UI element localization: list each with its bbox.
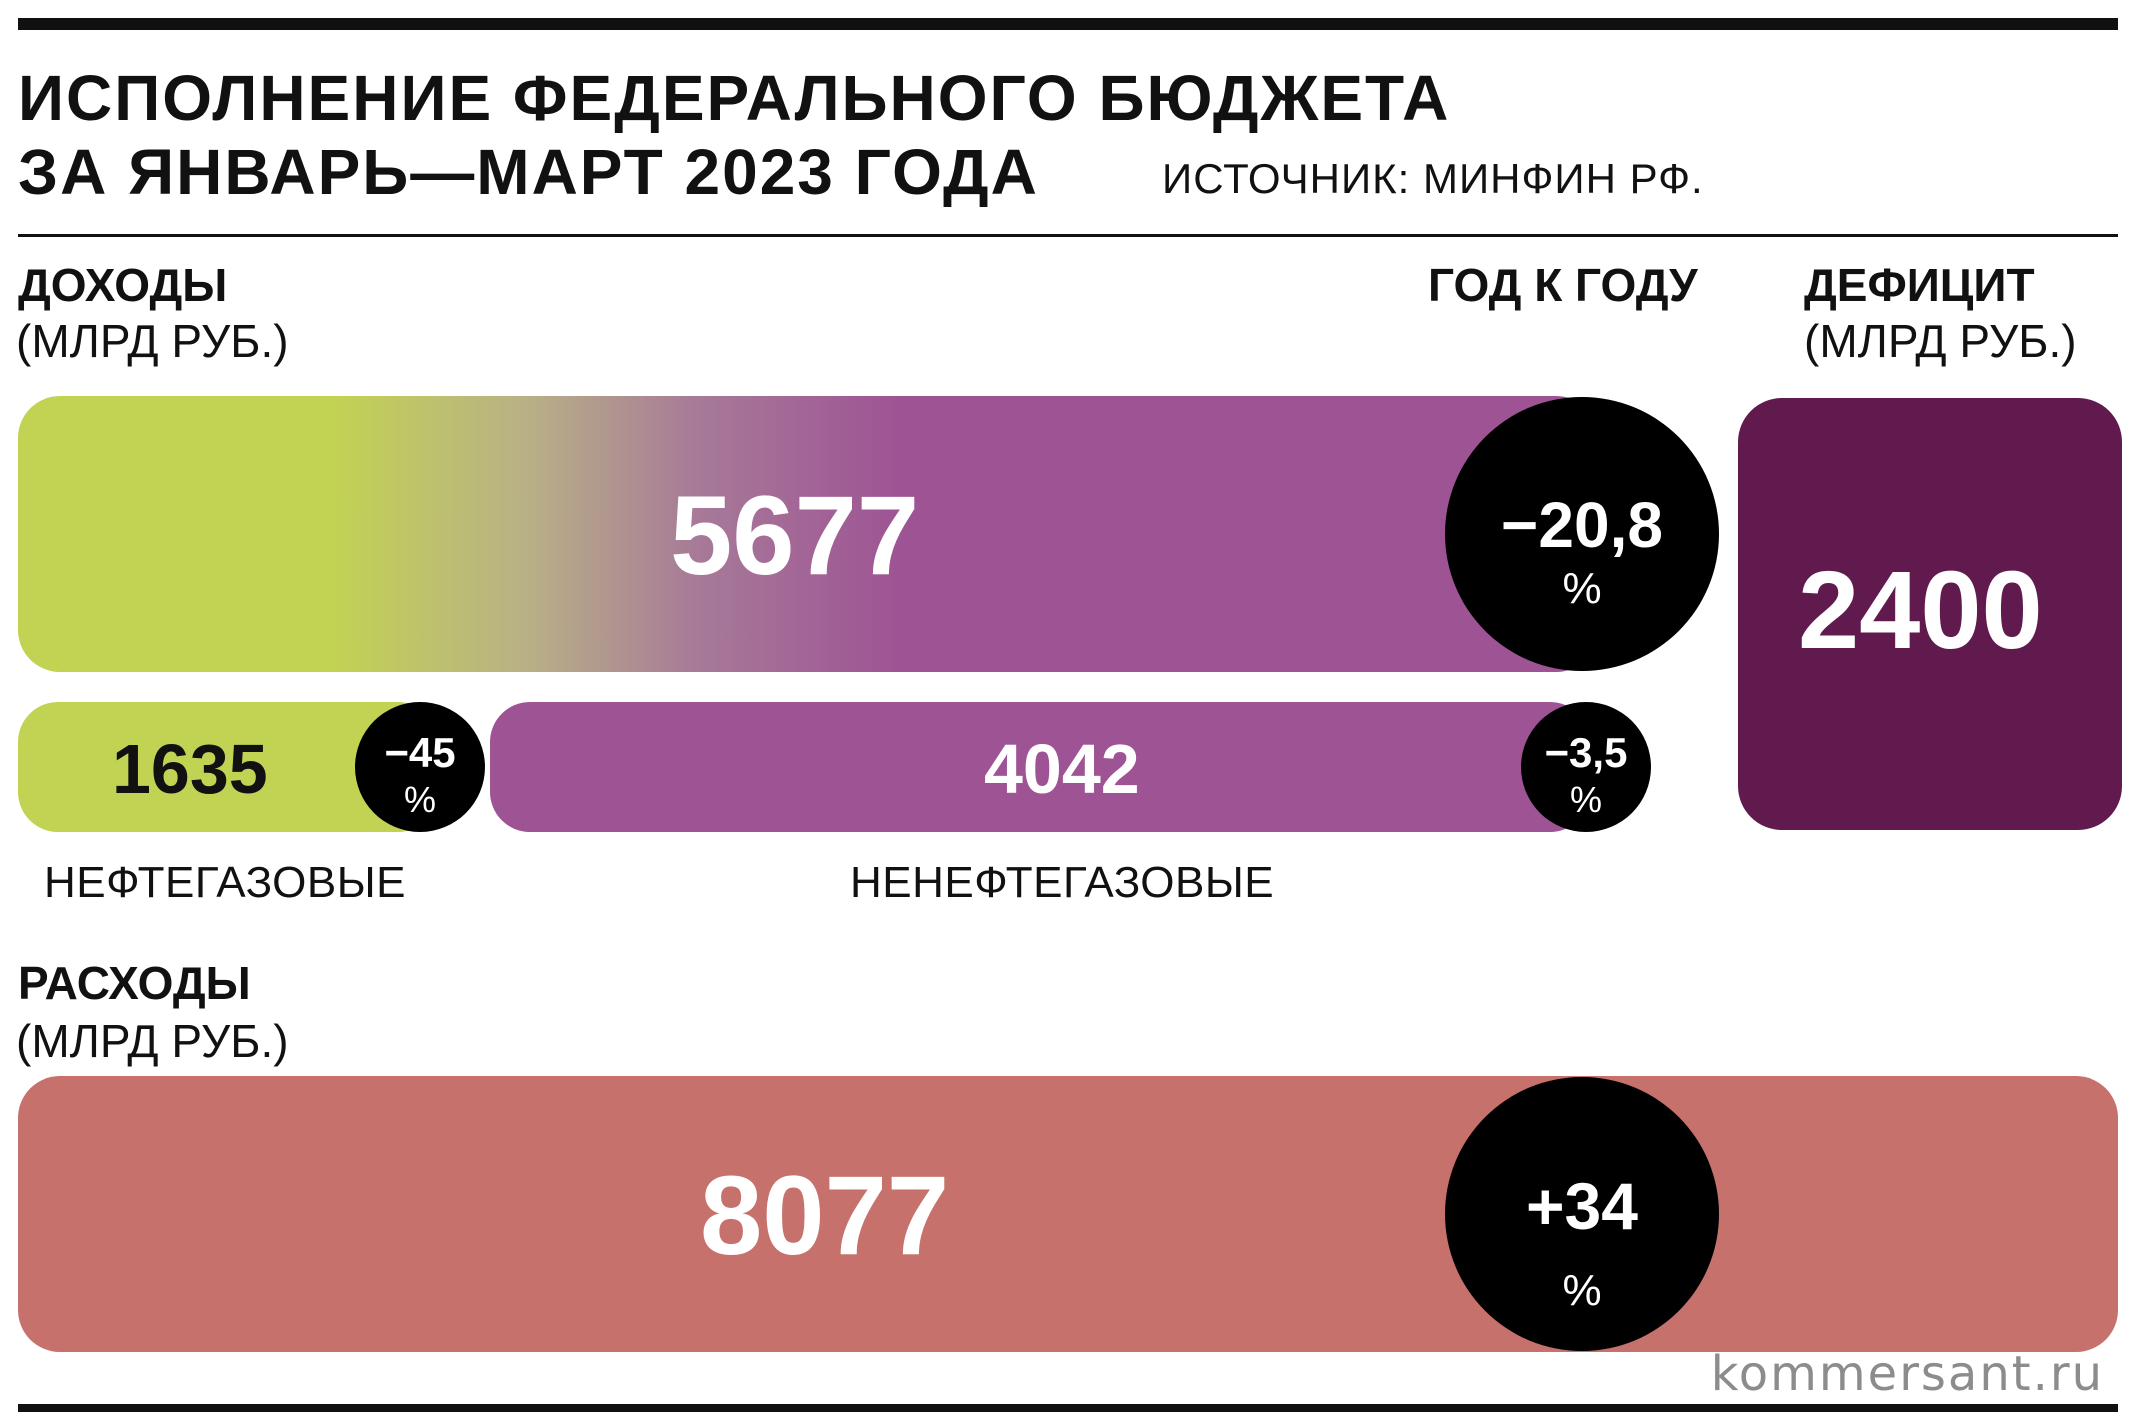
oil-gas-yoy-unit: % bbox=[403, 779, 436, 820]
yoy-heading: ГОД К ГОДУ bbox=[1428, 259, 1698, 311]
non-oil-gas-yoy-badge: −3,5 % bbox=[1521, 702, 1651, 832]
deficit-unit: (МЛРД РУБ.) bbox=[1804, 315, 2077, 367]
deficit-box bbox=[1738, 398, 2122, 830]
non-oil-gas-label: НЕНЕФТЕГАЗОВЫЕ bbox=[850, 858, 1275, 907]
chart-title-line-1: ИСПОЛНЕНИЕ ФЕДЕРАЛЬНОГО БЮДЖЕТА bbox=[18, 62, 1451, 134]
oil-gas-yoy-badge: −45 % bbox=[355, 702, 485, 832]
expenses-yoy-unit: % bbox=[1562, 1266, 1602, 1315]
source-note: ИСТОЧНИК: МИНФИН РФ. bbox=[1162, 155, 1704, 202]
income-total-bar bbox=[18, 396, 1598, 672]
income-heading: ДОХОДЫ bbox=[18, 259, 228, 311]
expenses-unit: (МЛРД РУБ.) bbox=[16, 1015, 289, 1067]
chart-title-line-2: ЗА ЯНВАРЬ—МАРТ 2023 ГОДА bbox=[18, 136, 1039, 208]
site-watermark: kommersant.ru bbox=[1710, 1346, 2104, 1402]
header-divider bbox=[18, 234, 2118, 237]
bottom-rule bbox=[18, 1404, 2118, 1412]
deficit-heading: ДЕФИЦИТ bbox=[1804, 259, 2035, 311]
income-yoy-value: −20,8 bbox=[1501, 489, 1663, 561]
deficit-value: 2400 bbox=[1798, 549, 2043, 672]
non-oil-gas-yoy-value: −3,5 bbox=[1544, 729, 1628, 776]
expenses-heading: РАСХОДЫ bbox=[18, 957, 251, 1009]
expenses-value: 8077 bbox=[700, 1153, 950, 1278]
income-yoy-badge: −20,8 % bbox=[1445, 397, 1719, 671]
expenses-yoy-value: +34 bbox=[1526, 1169, 1638, 1243]
non-oil-gas-bar bbox=[490, 702, 1590, 832]
oil-gas-value: 1635 bbox=[112, 730, 268, 808]
income-yoy-unit: % bbox=[1562, 564, 1602, 613]
expenses-yoy-badge: +34 % bbox=[1445, 1077, 1719, 1351]
oil-gas-label: НЕФТЕГАЗОВЫЕ bbox=[44, 858, 407, 907]
income-total-value: 5677 bbox=[670, 473, 920, 598]
top-rule bbox=[18, 18, 2118, 30]
non-oil-gas-yoy-unit: % bbox=[1569, 779, 1602, 820]
oil-gas-yoy-value: −45 bbox=[384, 729, 456, 776]
income-unit: (МЛРД РУБ.) bbox=[16, 315, 289, 367]
non-oil-gas-value: 4042 bbox=[984, 730, 1140, 808]
expenses-bar bbox=[18, 1076, 2118, 1352]
